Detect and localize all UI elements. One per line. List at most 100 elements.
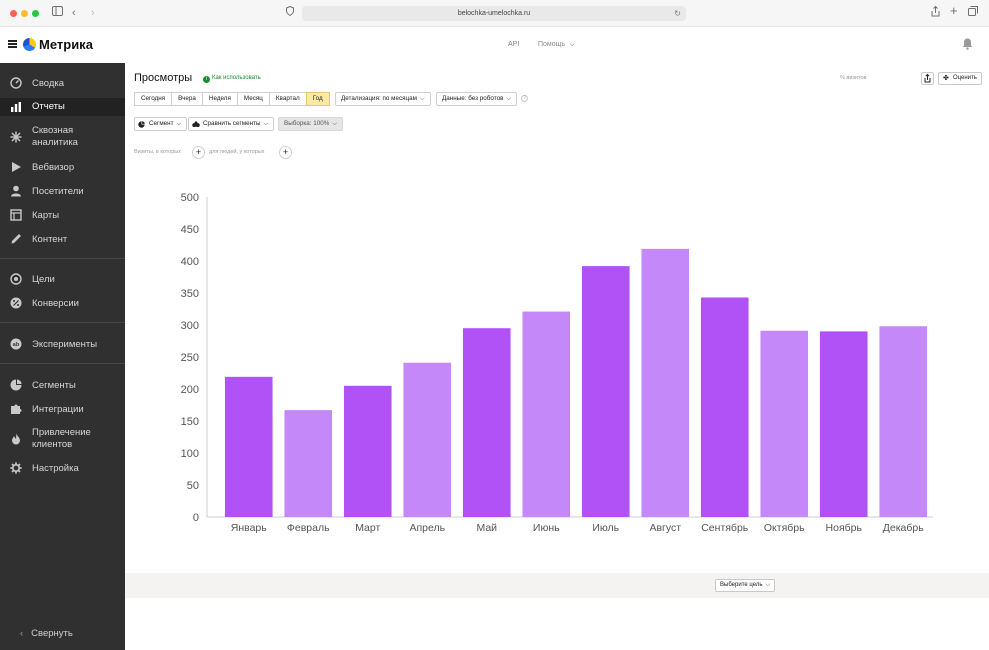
sidebar-item-label: Интеграции	[32, 404, 84, 415]
sidebar-item-label: Контент	[32, 234, 68, 245]
add-people-condition-button[interactable]: +	[279, 146, 292, 159]
sidebar-item-label: Отчеты	[32, 101, 65, 112]
x-tick-label: Февраль	[287, 522, 330, 534]
chevron-down-icon: ⌵	[332, 121, 337, 127]
bar-3	[343, 385, 392, 517]
detail-dropdown-label: Детализация: по месяцам	[341, 95, 417, 102]
y-tick-label: 350	[181, 288, 199, 300]
period-month-button[interactable]: Месяц	[236, 92, 270, 106]
sidebar-item-label: Привлечение клиентов	[32, 427, 91, 450]
segment-dropdown[interactable]: Сегмент ⌵	[134, 117, 188, 131]
app-logo-text[interactable]: Метрика	[39, 37, 93, 52]
sidebar-item-segments[interactable]: Сегменты	[0, 377, 125, 394]
target-icon	[10, 273, 22, 285]
back-arrow-icon[interactable]: ‹	[72, 7, 76, 19]
y-tick-label: 0	[193, 512, 199, 524]
help-question-icon[interactable]: ?	[521, 95, 528, 102]
sidebar-item-label: Настройка	[32, 463, 79, 474]
sidebar-item-label: Конверсии	[32, 298, 79, 309]
sample-dropdown[interactable]: Выборка: 100% ⌵	[278, 117, 343, 131]
compare-segments-dropdown[interactable]: Сравнить сегменты ⌵	[188, 117, 275, 131]
sidebar-item-goals[interactable]: Цели	[0, 271, 125, 288]
ab-test-icon: ab	[10, 338, 22, 350]
period-week-button[interactable]: Неделя	[201, 92, 238, 106]
tabs-overview-icon[interactable]	[968, 6, 978, 20]
sidebar-item-integrations[interactable]: Интеграции	[0, 401, 125, 418]
percent-icon	[10, 297, 22, 309]
period-today-button[interactable]: Сегодня	[134, 92, 173, 106]
maximize-window-button[interactable]	[32, 10, 39, 17]
y-tick-label: 500	[181, 192, 199, 204]
chevron-down-icon: ⌵	[419, 96, 425, 102]
x-tick-label: Май	[476, 522, 497, 534]
sidebar-item-label: Сквозная аналитика	[32, 125, 78, 148]
share-icon[interactable]	[931, 5, 940, 21]
sidebar-divider	[0, 363, 125, 364]
menu-icon[interactable]	[8, 40, 17, 48]
data-filter-label: Данные: без роботов	[442, 95, 504, 102]
minimize-window-button[interactable]	[21, 10, 28, 17]
period-year-button[interactable]: Год	[305, 92, 330, 106]
thumbs-icon: ✤	[943, 75, 949, 82]
sidebar-toggle-icon[interactable]	[52, 6, 63, 20]
collapse-sidebar-button[interactable]: ‹ Свернуть	[20, 628, 73, 639]
sidebar-item-experiments[interactable]: ab Эксперименты	[0, 336, 125, 353]
sidebar-item-conversions[interactable]: Конверсии	[0, 295, 125, 312]
how-to-use-link[interactable]: i Как использовать	[203, 75, 261, 83]
sidebar-item-webvisor[interactable]: Вебвизор	[0, 159, 125, 176]
period-quarter-button[interactable]: Квартал	[268, 92, 307, 106]
bar-chart-icon	[11, 102, 21, 112]
sidebar-item-maps[interactable]: Карты	[0, 207, 125, 224]
y-tick-label: 100	[181, 448, 199, 460]
address-bar[interactable]: belochka-umelochka.ru ↻	[302, 6, 686, 21]
y-tick-label: 450	[181, 224, 199, 236]
pencil-icon	[11, 234, 21, 244]
notifications-bell-icon[interactable]	[962, 38, 973, 50]
map-icon	[10, 209, 22, 221]
privacy-shield-icon[interactable]	[286, 5, 294, 20]
export-icon	[924, 73, 931, 83]
sidebar-item-label: Вебвизор	[32, 162, 75, 173]
sidebar-item-label: Эксперименты	[32, 339, 98, 350]
api-link[interactable]: API	[508, 41, 520, 48]
bar-2	[284, 410, 333, 517]
play-icon	[12, 162, 21, 172]
sidebar-item-content[interactable]: Контент	[0, 231, 125, 248]
reload-icon[interactable]: ↻	[674, 9, 681, 18]
detail-dropdown[interactable]: Детализация: по месяцам ⌵	[335, 92, 431, 106]
sidebar-item-summary[interactable]: Сводка	[0, 75, 125, 92]
sidebar-item-settings[interactable]: Настройка	[0, 460, 125, 477]
bar-5	[462, 328, 511, 517]
sidebar-item-end-to-end-analytics[interactable]: Сквозная аналитика	[0, 123, 125, 151]
goal-select-label: Выберите цель	[720, 582, 763, 588]
period-yesterday-button[interactable]: Вчера	[171, 92, 203, 106]
rate-button[interactable]: ✤ Оценить	[938, 72, 982, 85]
sidebar-item-reports[interactable]: Отчеты	[0, 98, 125, 116]
x-tick-label: Январь	[231, 522, 268, 534]
chevron-left-icon: ‹	[20, 628, 24, 639]
sidebar-divider	[0, 258, 125, 259]
goal-panel: Выберите цель ⌵	[125, 573, 989, 598]
export-button[interactable]	[921, 72, 934, 85]
x-tick-label: Июль	[592, 522, 619, 534]
x-tick-label: Июнь	[533, 522, 560, 534]
forward-arrow-icon[interactable]: ›	[91, 7, 95, 19]
new-tab-icon[interactable]: +	[950, 3, 958, 18]
y-tick-label: 250	[181, 352, 199, 364]
close-window-button[interactable]	[10, 10, 17, 17]
data-filter-dropdown[interactable]: Данные: без роботов ⌵	[436, 92, 517, 106]
how-to-use-label: Как использовать	[212, 75, 261, 81]
chevron-down-icon: ⌵	[176, 121, 182, 127]
sidebar-item-visitors[interactable]: Посетители	[0, 183, 125, 200]
goal-select-dropdown[interactable]: Выберите цель ⌵	[715, 579, 776, 592]
x-tick-label: Октябрь	[764, 522, 805, 534]
sidebar-item-client-acquisition[interactable]: Привлечение клиентов	[0, 425, 125, 453]
app-header: Метрика API Помощь ⌵	[0, 27, 989, 63]
y-tick-label: 300	[181, 320, 199, 332]
gauge-icon	[10, 77, 22, 89]
add-visit-condition-button[interactable]: +	[192, 146, 205, 159]
help-menu[interactable]: Помощь ⌵	[538, 41, 575, 49]
y-tick-label: 400	[181, 256, 199, 268]
bar-1	[224, 376, 273, 517]
url-text: belochka-umelochka.ru	[457, 10, 531, 17]
